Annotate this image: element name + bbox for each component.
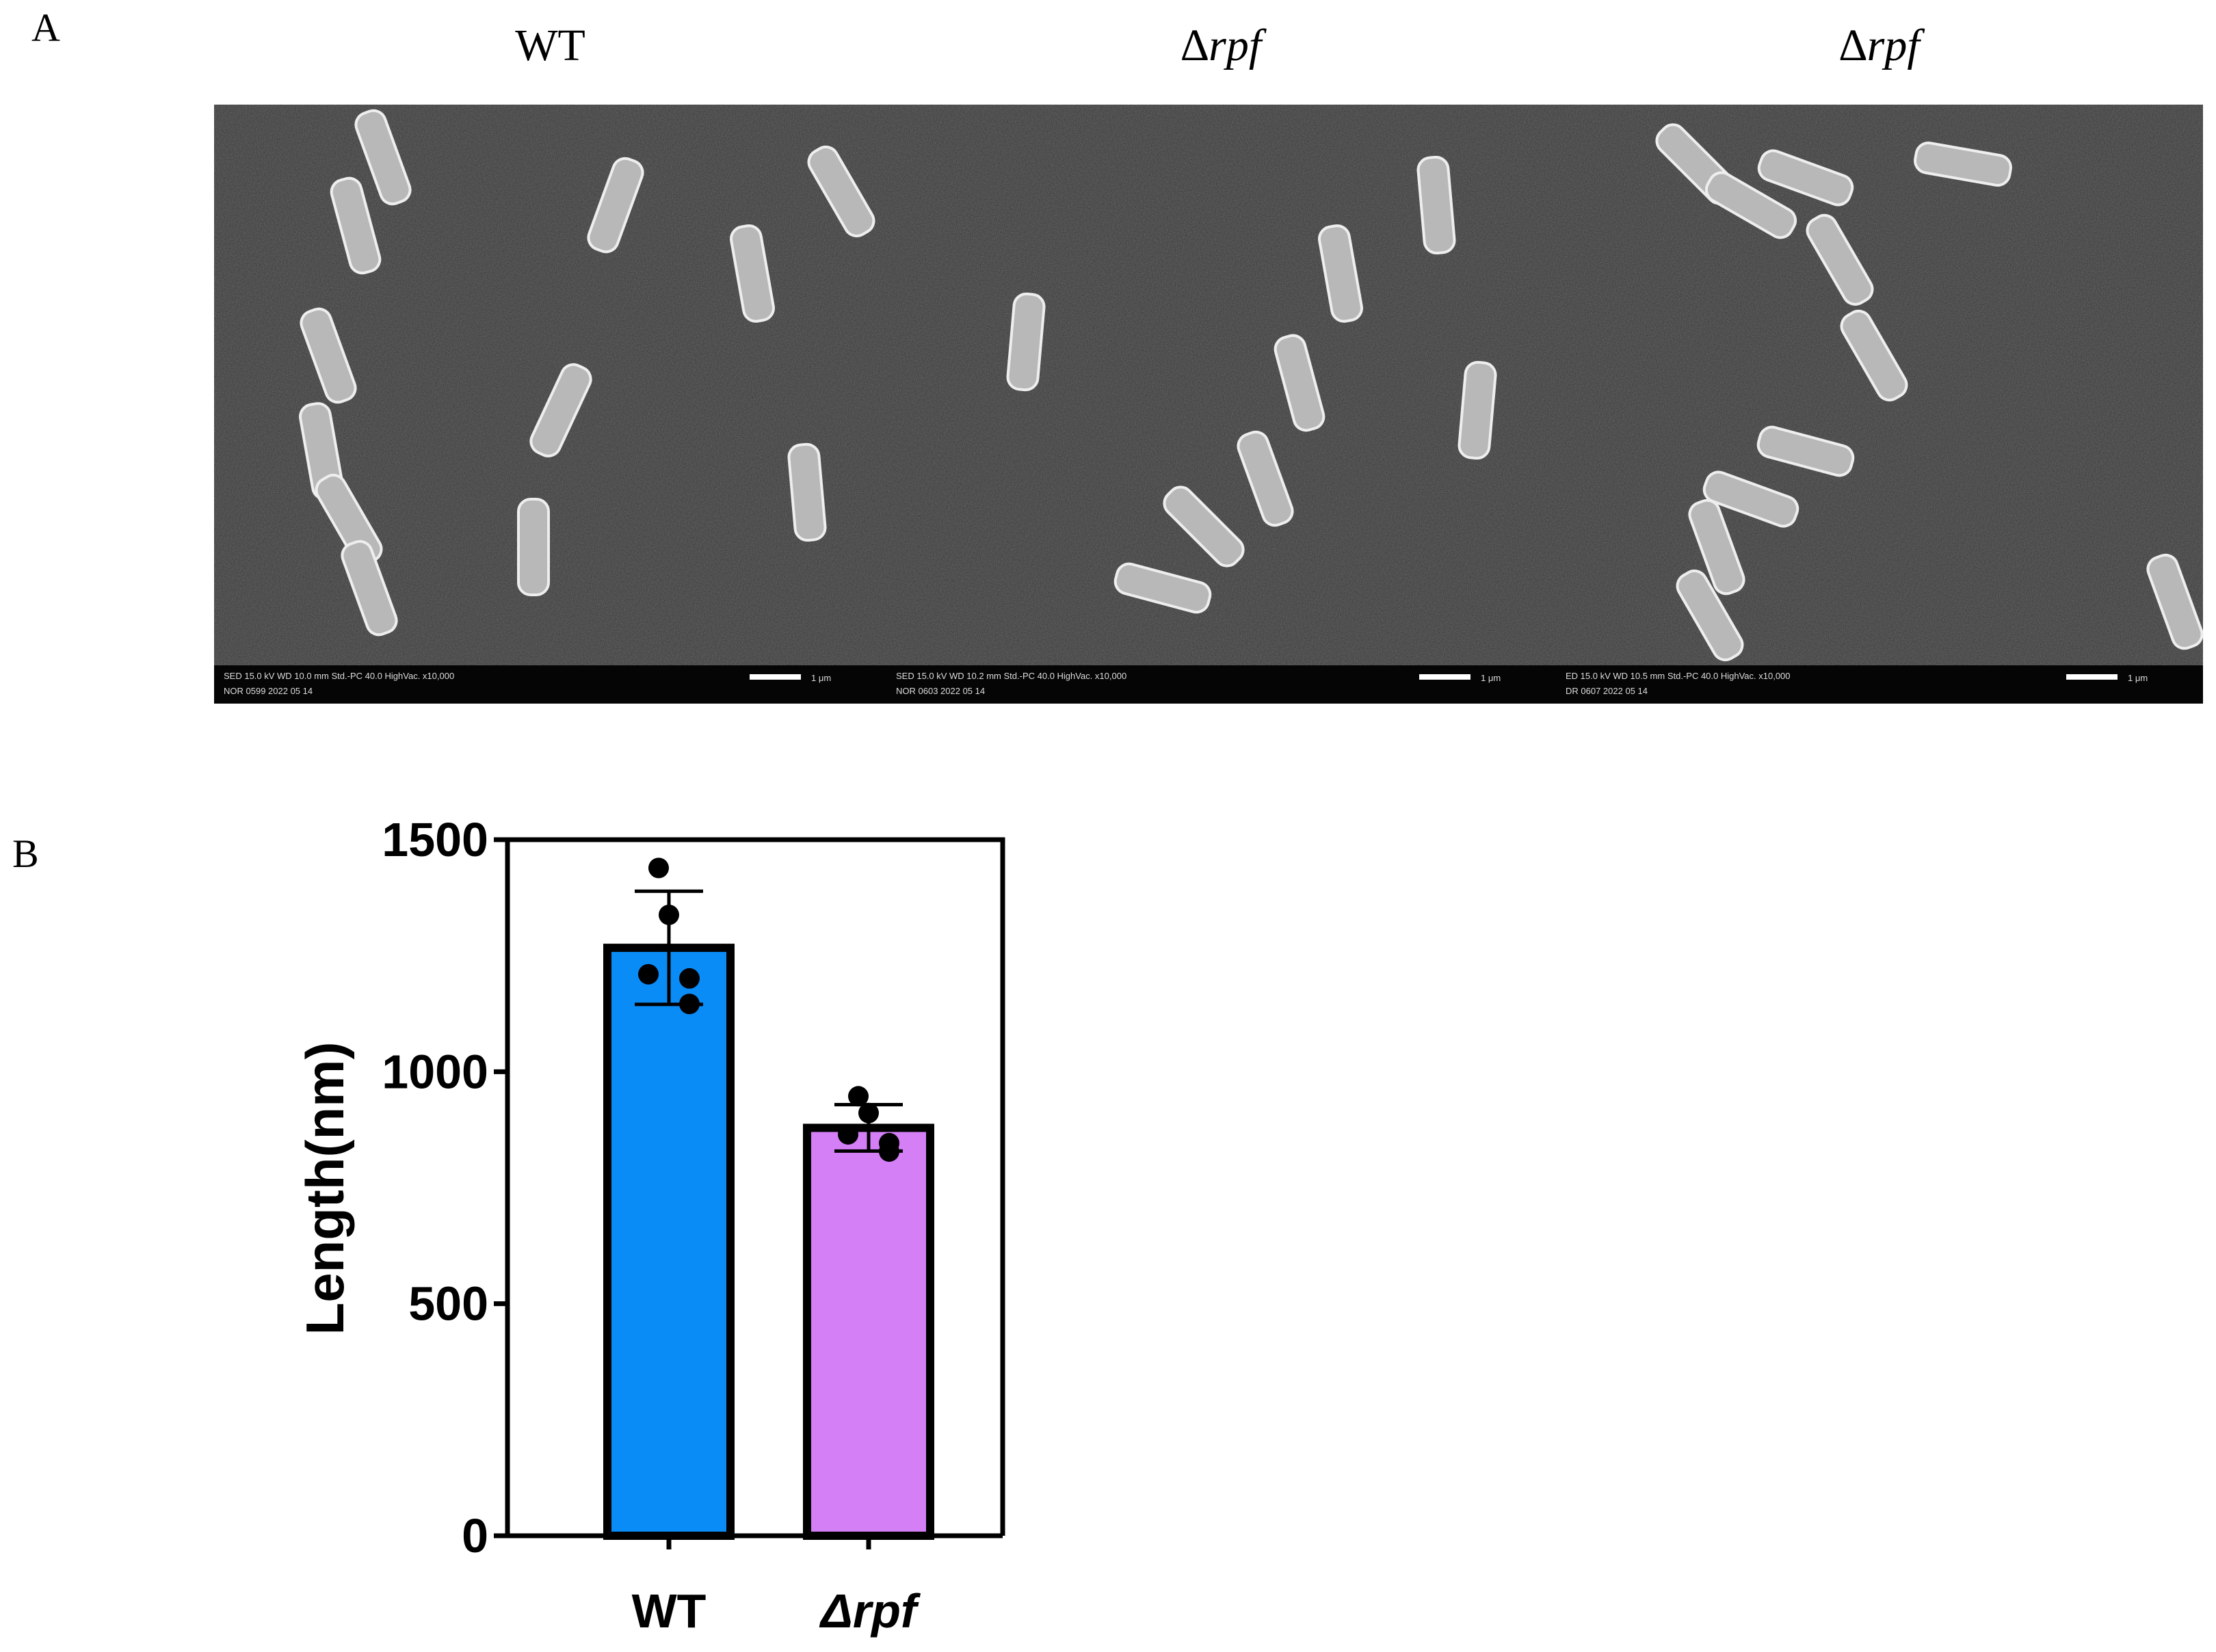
data-point bbox=[879, 1132, 899, 1154]
scale-label: 1 μm bbox=[811, 673, 831, 683]
cell bbox=[730, 224, 775, 323]
bar bbox=[603, 944, 735, 1540]
sem-texture bbox=[214, 105, 886, 665]
cell bbox=[1274, 334, 1325, 432]
panel-title: ∆rpf bbox=[1181, 21, 1267, 70]
data-point bbox=[679, 994, 700, 1015]
info-bar bbox=[214, 665, 886, 704]
panel-label: B bbox=[12, 831, 39, 876]
image-info: SED 15.0 kV WD 10.0 mm Std.-PC 40.0 High… bbox=[224, 671, 454, 681]
scale-bar bbox=[1419, 674, 1470, 680]
cell bbox=[807, 145, 875, 238]
cell bbox=[1704, 171, 1797, 239]
y-tick-label: 1500 bbox=[382, 813, 488, 866]
cell bbox=[587, 157, 644, 254]
cell bbox=[787, 442, 827, 542]
data-point bbox=[679, 968, 700, 989]
scale-bar bbox=[2066, 674, 2118, 680]
bar-group bbox=[803, 1086, 934, 1540]
image-info: NOR 0603 2022 05 14 bbox=[896, 686, 985, 696]
cell bbox=[300, 307, 357, 404]
data-point bbox=[848, 1086, 869, 1107]
panel-label: A bbox=[31, 5, 60, 50]
data-point bbox=[838, 1123, 858, 1145]
cell bbox=[1318, 224, 1363, 323]
scale-bar bbox=[750, 674, 801, 680]
info-bar bbox=[1556, 665, 2203, 704]
cell bbox=[517, 498, 550, 596]
cell bbox=[1163, 485, 1245, 568]
x-tick-label: Δrpf bbox=[819, 1584, 921, 1638]
y-tick-label: 0 bbox=[462, 1509, 488, 1562]
sem-texture bbox=[886, 105, 1556, 665]
data-point bbox=[638, 963, 659, 985]
cell bbox=[1806, 213, 1874, 306]
data-point bbox=[648, 857, 669, 879]
cell bbox=[2146, 553, 2204, 650]
cell bbox=[341, 539, 398, 637]
panel-title: WT bbox=[515, 21, 585, 70]
image-info: SED 15.0 kV WD 10.2 mm Std.-PC 40.0 High… bbox=[896, 671, 1126, 681]
scale-label: 1 μm bbox=[1481, 673, 1501, 683]
cell bbox=[330, 176, 382, 275]
cell bbox=[1416, 155, 1456, 255]
panel-title: ∆rpf bbox=[1839, 21, 1925, 70]
y-tick-label: 1000 bbox=[382, 1045, 488, 1098]
cell bbox=[1113, 562, 1212, 614]
cell bbox=[1688, 498, 1745, 596]
image-info: ED 15.0 kV WD 10.5 mm Std.-PC 40.0 HighV… bbox=[1566, 671, 1791, 681]
cell bbox=[1676, 569, 1744, 662]
bar bbox=[803, 1123, 934, 1540]
y-axis-label: Length(nm) bbox=[295, 1042, 355, 1335]
cell bbox=[1756, 425, 1855, 477]
cell bbox=[354, 109, 412, 206]
cell bbox=[1006, 292, 1046, 392]
scale-label: 1 μm bbox=[2128, 673, 2148, 683]
cell bbox=[1457, 360, 1497, 460]
cell bbox=[1840, 309, 1908, 402]
data-point bbox=[858, 1102, 879, 1123]
cell bbox=[529, 363, 592, 457]
image-info: DR 0607 2022 05 14 bbox=[1566, 686, 1648, 696]
y-tick-label: 500 bbox=[408, 1277, 488, 1331]
cell bbox=[1914, 142, 2012, 187]
cell bbox=[1757, 149, 1854, 206]
cell bbox=[1237, 430, 1294, 527]
x-tick-label: WT bbox=[632, 1584, 707, 1638]
info-bar bbox=[886, 665, 1556, 704]
bar-group bbox=[603, 857, 735, 1540]
data-point bbox=[659, 904, 679, 925]
image-info: NOR 0599 2022 05 14 bbox=[224, 686, 313, 696]
cell bbox=[1702, 470, 1799, 528]
